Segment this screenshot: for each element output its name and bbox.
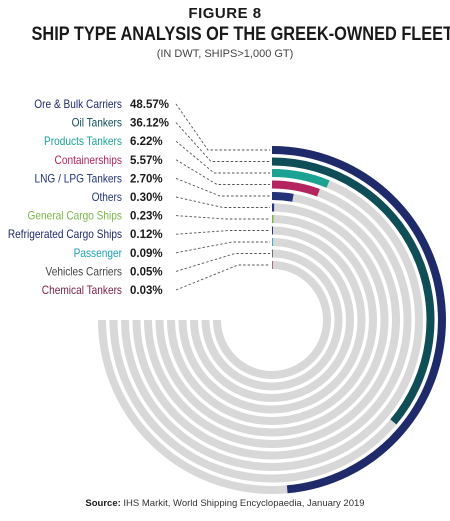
ring-track bbox=[201, 249, 343, 391]
source-label: Source: bbox=[85, 498, 121, 509]
ring-value-arc bbox=[271, 157, 435, 425]
ring-track bbox=[144, 192, 400, 448]
leader-line bbox=[175, 177, 270, 197]
legend-percent-label: 0.23% bbox=[130, 211, 163, 223]
figure-label: FIGURE 8 bbox=[188, 5, 262, 22]
legend-category-label: Refrigerated Cargo Ships bbox=[8, 229, 123, 242]
legend-category-label: Oil Tankers bbox=[72, 117, 123, 130]
chart-title: SHIP TYPE ANALYSIS OF THE GREEK-OWNED FL… bbox=[31, 24, 450, 45]
legend-category-label: Containerships bbox=[55, 154, 123, 167]
legend-percent-label: 5.57% bbox=[130, 155, 163, 167]
legend-percent-label: 0.30% bbox=[130, 192, 163, 204]
source-text: IHS Markit, World Shipping Encyclopaedia… bbox=[123, 498, 365, 509]
ring-value-arc bbox=[271, 146, 446, 494]
legend-percent-label: 0.03% bbox=[130, 285, 163, 297]
legend-category-label: Products Tankers bbox=[44, 136, 123, 149]
legend-percent-label: 0.05% bbox=[130, 266, 163, 278]
leader-line bbox=[175, 103, 270, 151]
leader-line bbox=[175, 253, 270, 272]
leader-line bbox=[175, 241, 270, 254]
legend-category-label: Ore & Bulk Carriers bbox=[34, 98, 122, 111]
legend-category-label: Vehicles Carriers bbox=[46, 266, 123, 279]
ring-value-arc bbox=[271, 192, 294, 202]
legend-category-label: LNG / LPG Tankers bbox=[34, 173, 122, 186]
legend-percent-label: 48.57% bbox=[130, 99, 169, 111]
leader-line bbox=[175, 140, 270, 174]
ring-value-arc bbox=[271, 180, 320, 197]
ring-track bbox=[155, 203, 389, 437]
leader-line bbox=[175, 159, 270, 185]
source-note: Source: IHS Markit, World Shipping Encyc… bbox=[0, 498, 450, 509]
ring-track bbox=[121, 169, 423, 471]
legend-percent-label: 0.12% bbox=[130, 229, 163, 241]
legend-percent-label: 2.70% bbox=[130, 173, 163, 185]
ring-track bbox=[178, 226, 366, 414]
leader-line bbox=[175, 215, 270, 220]
leader-line bbox=[175, 122, 270, 162]
legend-percent-label: 6.22% bbox=[130, 136, 163, 148]
chart-subtitle: (IN DWT, SHIPS>1,000 GT) bbox=[156, 48, 294, 60]
ring-track bbox=[190, 238, 354, 402]
legend-category-label: Others bbox=[92, 191, 123, 204]
legend-category-label: Passenger bbox=[74, 247, 123, 260]
ring-track bbox=[167, 215, 377, 425]
legend-category-label: General Cargo Ships bbox=[28, 210, 123, 223]
ring-track bbox=[213, 261, 331, 379]
leader-line bbox=[175, 196, 270, 208]
leader-line bbox=[175, 264, 270, 291]
legend-percent-label: 0.09% bbox=[130, 248, 163, 260]
ring-track bbox=[132, 180, 412, 460]
legend-percent-label: 36.12% bbox=[130, 118, 169, 130]
leader-line bbox=[175, 230, 270, 235]
ring-value-arc bbox=[271, 169, 330, 188]
legend-category-label: Chemical Tankers bbox=[42, 284, 123, 297]
